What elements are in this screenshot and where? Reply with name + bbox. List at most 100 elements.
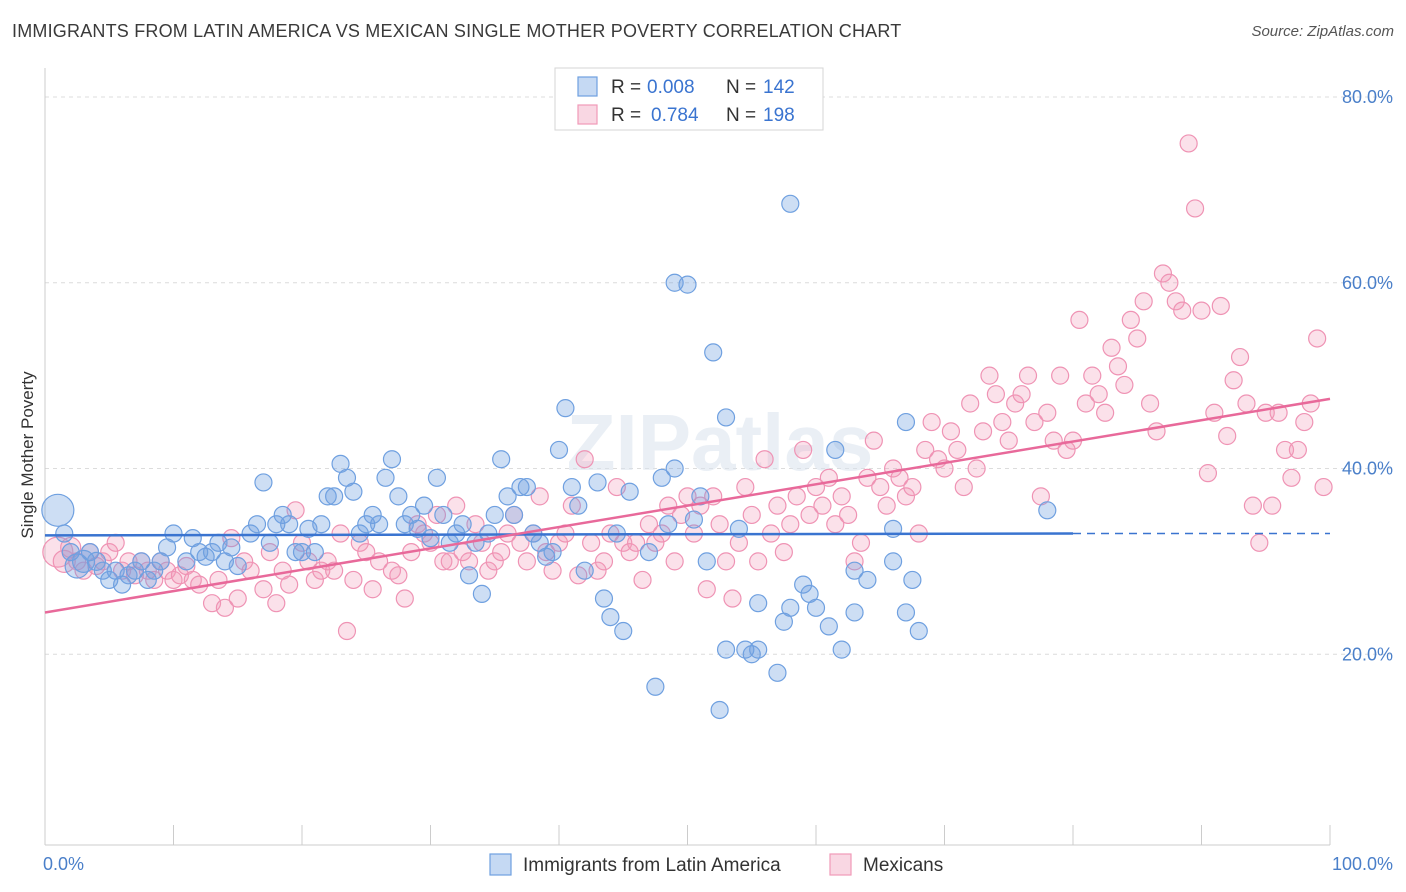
- data-point: [549, 440, 569, 460]
- data-point: [781, 515, 800, 534]
- data-point: [344, 570, 363, 590]
- data-point: [485, 505, 504, 525]
- data-point: [916, 440, 935, 460]
- data-point: [202, 542, 222, 562]
- data-point: [941, 422, 961, 441]
- legend-r-label: R =: [611, 77, 641, 98]
- data-point: [903, 477, 922, 497]
- data-point: [588, 473, 607, 492]
- data-point: [858, 570, 877, 590]
- data-point: [1211, 296, 1230, 316]
- data-point: [325, 487, 344, 506]
- data-point: [845, 561, 864, 580]
- data-point: [273, 505, 292, 525]
- data-point: [312, 515, 331, 534]
- data-point: [427, 505, 447, 525]
- data-point: [305, 542, 324, 562]
- data-point: [768, 663, 787, 682]
- data-point: [781, 598, 800, 617]
- y-tick-label: 60.0%: [1342, 273, 1393, 293]
- y-tick-label: 40.0%: [1342, 459, 1393, 479]
- data-point: [267, 515, 286, 534]
- data-point: [774, 542, 793, 562]
- legend-box: [554, 67, 824, 131]
- data-point: [588, 561, 607, 580]
- data-point: [684, 510, 704, 529]
- legend-r-label: R =: [611, 105, 641, 126]
- data-point: [967, 459, 986, 478]
- data-point: [569, 496, 588, 515]
- data-point: [177, 552, 196, 571]
- data-point: [755, 450, 774, 469]
- bottom-legend-label: Immigrants from Latin America: [523, 855, 781, 876]
- axes: 20.0% 40.0% 60.0% 80.0% 0.0% 100.0% Single Mot…: [18, 68, 1393, 874]
- data-point: [1083, 366, 1102, 385]
- data-point: [209, 570, 228, 590]
- data-point: [370, 515, 389, 534]
- legend-r-value: 0.784: [651, 105, 699, 126]
- data-point: [408, 515, 427, 534]
- data-point: [305, 570, 324, 590]
- data-point: [710, 515, 729, 534]
- data-point: [620, 482, 639, 501]
- data-point: [716, 552, 736, 571]
- bottom-legend: Immigrants from Latin America Mexicans: [489, 853, 943, 876]
- data-point: [1128, 329, 1147, 348]
- data-point: [646, 677, 665, 696]
- data-point: [806, 598, 826, 617]
- data-point: [1121, 310, 1140, 329]
- data-point: [794, 440, 813, 460]
- data-point: [260, 542, 279, 562]
- data-point: [427, 468, 447, 487]
- data-point: [1070, 310, 1089, 329]
- data-point: [665, 552, 684, 571]
- legend-n-value: 198: [763, 105, 795, 126]
- data-point: [845, 552, 864, 571]
- data-point: [832, 487, 851, 506]
- data-point: [254, 473, 273, 492]
- data-point: [1153, 264, 1173, 283]
- data-point: [1314, 477, 1333, 497]
- data-point: [164, 524, 183, 543]
- data-point: [517, 477, 536, 497]
- data-point: [678, 275, 697, 294]
- series-latin-america: [41, 194, 1057, 720]
- data-point: [749, 552, 768, 571]
- data-point: [639, 515, 659, 534]
- data-point: [1288, 440, 1307, 460]
- x-tick-label: 0.0%: [43, 854, 84, 874]
- data-point: [504, 505, 524, 525]
- data-point: [86, 551, 107, 571]
- data-point: [1224, 371, 1243, 390]
- trendline-latin-america: [44, 532, 1074, 537]
- data-point: [1115, 375, 1134, 395]
- data-point: [1108, 357, 1128, 376]
- data-point: [106, 533, 125, 552]
- legend: R = 0.008 N = 142 R = 0.784 N = 198: [554, 67, 824, 131]
- data-point: [459, 552, 479, 571]
- bottom-legend-swatch: [829, 853, 852, 876]
- data-point: [241, 524, 260, 543]
- data-point: [1250, 533, 1269, 552]
- y-axis-label: Single Mother Poverty: [18, 371, 37, 539]
- data-point: [986, 385, 1006, 404]
- data-point: [517, 552, 536, 571]
- data-point: [254, 580, 273, 599]
- data-point: [1006, 394, 1025, 413]
- data-point: [961, 394, 980, 413]
- data-point: [459, 566, 479, 585]
- data-point: [389, 487, 408, 506]
- data-point: [620, 542, 639, 562]
- data-point: [1025, 412, 1044, 432]
- data-point: [877, 496, 896, 515]
- data-point: [839, 505, 858, 525]
- data-point: [280, 515, 299, 534]
- data-point: [132, 552, 151, 571]
- data-point: [575, 450, 594, 469]
- data-point: [357, 515, 376, 534]
- data-point: [145, 561, 164, 580]
- data-point: [543, 542, 562, 562]
- data-point: [485, 552, 504, 571]
- legend-swatch: [577, 76, 598, 97]
- legend-r-value: 0.008: [647, 77, 695, 98]
